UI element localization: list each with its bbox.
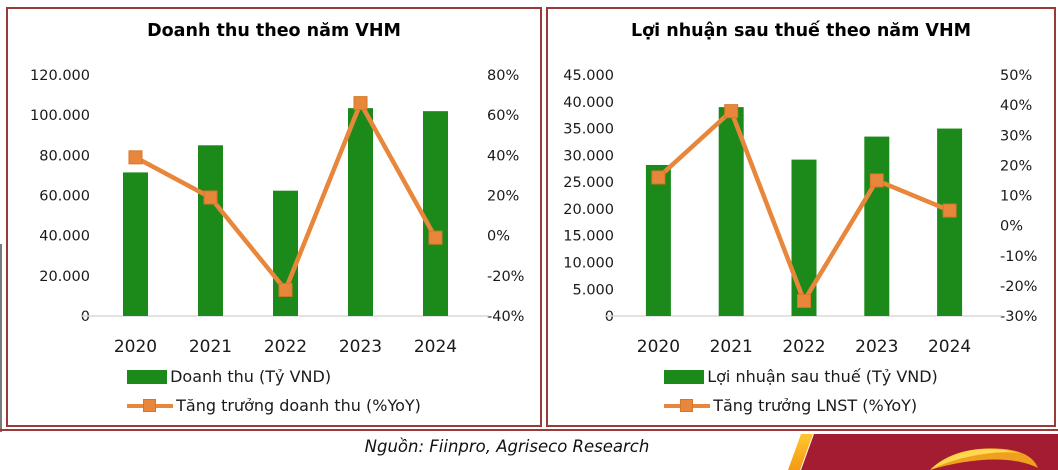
svg-text:40%: 40% [487,148,519,164]
svg-text:20%: 20% [487,189,519,205]
svg-text:2020: 2020 [637,337,680,357]
svg-text:15.000: 15.000 [563,229,614,245]
svg-text:2023: 2023 [339,337,382,357]
svg-text:0%: 0% [487,229,510,245]
svg-text:2023: 2023 [855,337,898,357]
svg-text:35.000: 35.000 [563,122,614,138]
revenue-chart-title: Doanh thu theo năm VHM [147,21,401,41]
svg-text:2021: 2021 [710,337,753,357]
legend-label: Tăng trưởng doanh thu (%YoY) [176,396,421,415]
brand-leaf-icon [930,448,1038,470]
profit-chart-svg: 45.000 40.000 35.000 30.000 25.000 20.000 15.0… [563,68,1037,357]
svg-text:-10%: -10% [1000,249,1037,265]
legend-item-revenue: Doanh thu (Tỷ VND) [127,367,331,387]
legend-item-profit: Lợi nhuận sau thuế (Tỷ VND) [664,367,938,387]
svg-text:40.000: 40.000 [563,95,614,111]
bar-swatch-icon [127,370,168,384]
svg-text:20.000: 20.000 [563,202,614,218]
svg-text:60%: 60% [487,108,519,124]
svg-text:40%: 40% [1000,98,1032,114]
bar-swatch-icon [664,370,705,384]
svg-text:2022: 2022 [264,337,307,357]
svg-text:-40%: -40% [487,309,524,325]
svg-text:100.000: 100.000 [30,108,90,124]
svg-text:-20%: -20% [487,269,524,285]
profit-chart-legend: Lợi nhuận sau thuế (Tỷ VND) Tăng trưởng … [548,367,1054,416]
svg-text:2022: 2022 [782,337,825,357]
svg-text:2021: 2021 [189,337,232,357]
svg-text:20.000: 20.000 [39,269,90,285]
source-note: Nguồn: Fiinpro, Agriseco Research [364,437,650,456]
svg-text:80.000: 80.000 [39,148,90,164]
legend-item-profit-growth: Tăng trưởng LNST (%YoY) [664,396,917,416]
svg-text:2020: 2020 [114,337,157,357]
svg-text:50%: 50% [1000,68,1032,84]
revenue-chart-svg: 120.000 100.000 80.000 60.000 40.000 20.000 0 8… [30,68,524,357]
svg-text:60.000: 60.000 [39,189,90,205]
profit-chart-panel: Lợi nhuận sau thuế theo năm VHM 45.000 40… [546,7,1056,427]
page-edge-line [0,244,2,432]
svg-text:120.000: 120.000 [30,68,90,84]
revenue-chart-panel: Doanh thu theo năm VHM 120.000 100.000 80.… [6,7,542,427]
svg-text:30.000: 30.000 [563,148,614,164]
revenue-chart-plot: 120.000 100.000 80.000 60.000 40.000 20.000 0 8… [8,55,540,371]
legend-item-revenue-growth: Tăng trưởng doanh thu (%YoY) [127,396,421,416]
svg-text:40.000: 40.000 [39,229,90,245]
svg-text:10%: 10% [1000,189,1032,205]
legend-label: Lợi nhuận sau thuế (Tỷ VND) [707,367,938,386]
svg-text:25.000: 25.000 [563,175,614,191]
svg-text:0: 0 [605,309,614,325]
svg-text:20%: 20% [1000,158,1032,174]
svg-text:2024: 2024 [414,337,457,357]
line-swatch-icon [664,399,711,413]
svg-text:80%: 80% [487,68,519,84]
svg-text:2024: 2024 [928,337,971,357]
svg-text:-20%: -20% [1000,279,1037,295]
svg-text:0%: 0% [1000,219,1023,235]
footer-rule [0,429,1058,431]
svg-text:-30%: -30% [1000,309,1037,325]
line-swatch-icon [127,399,174,413]
svg-text:5.000: 5.000 [572,282,614,298]
profit-chart-plot: 45.000 40.000 35.000 30.000 25.000 20.000 15.0… [548,55,1054,371]
svg-text:45.000: 45.000 [563,68,614,84]
svg-text:0: 0 [81,309,90,325]
svg-text:30%: 30% [1000,128,1032,144]
legend-label: Doanh thu (Tỷ VND) [170,367,332,386]
revenue-chart-legend: Doanh thu (Tỷ VND) Tăng trưởng doanh thu… [8,367,540,416]
legend-label: Tăng trưởng LNST (%YoY) [713,396,918,415]
svg-text:10.000: 10.000 [563,256,614,272]
profit-chart-title: Lợi nhuận sau thuế theo năm VHM [630,21,972,41]
